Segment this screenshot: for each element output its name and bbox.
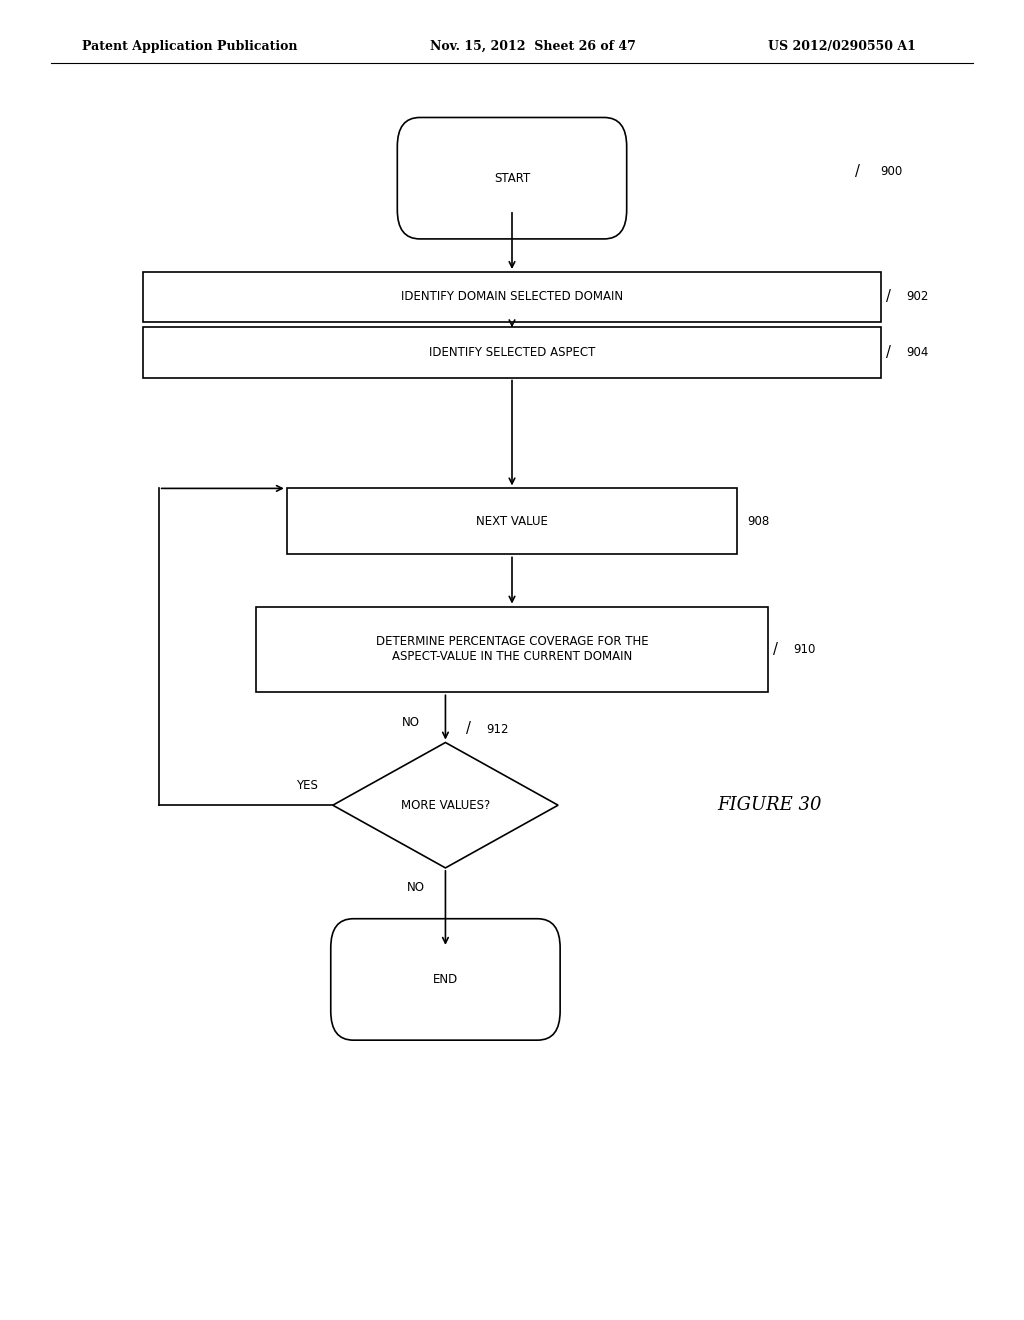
Text: DETERMINE PERCENTAGE COVERAGE FOR THE
ASPECT-VALUE IN THE CURRENT DOMAIN: DETERMINE PERCENTAGE COVERAGE FOR THE AS…: [376, 635, 648, 664]
Text: 908: 908: [748, 515, 770, 528]
FancyBboxPatch shape: [256, 607, 768, 692]
FancyBboxPatch shape: [143, 272, 881, 322]
Text: FIGURE 30: FIGURE 30: [717, 796, 821, 814]
Text: /: /: [466, 721, 471, 737]
Text: 912: 912: [486, 723, 509, 737]
Text: NO: NO: [407, 882, 425, 894]
Text: MORE VALUES?: MORE VALUES?: [400, 799, 490, 812]
Text: IDENTIFY DOMAIN SELECTED DOMAIN: IDENTIFY DOMAIN SELECTED DOMAIN: [401, 290, 623, 304]
Text: IDENTIFY SELECTED ASPECT: IDENTIFY SELECTED ASPECT: [429, 346, 595, 359]
FancyBboxPatch shape: [287, 488, 737, 554]
Text: US 2012/0290550 A1: US 2012/0290550 A1: [768, 40, 915, 53]
FancyBboxPatch shape: [397, 117, 627, 239]
Text: 900: 900: [881, 165, 903, 178]
Text: 902: 902: [906, 290, 929, 304]
Text: Nov. 15, 2012  Sheet 26 of 47: Nov. 15, 2012 Sheet 26 of 47: [430, 40, 636, 53]
Text: START: START: [494, 172, 530, 185]
Text: 904: 904: [906, 346, 929, 359]
Text: END: END: [433, 973, 458, 986]
Text: NEXT VALUE: NEXT VALUE: [476, 515, 548, 528]
Text: YES: YES: [296, 779, 317, 792]
FancyBboxPatch shape: [331, 919, 560, 1040]
Text: 910: 910: [794, 643, 816, 656]
Text: /: /: [773, 642, 778, 657]
Text: Patent Application Publication: Patent Application Publication: [82, 40, 297, 53]
Polygon shape: [333, 742, 558, 869]
Text: NO: NO: [401, 717, 420, 729]
FancyBboxPatch shape: [143, 327, 881, 378]
Text: /: /: [886, 345, 891, 360]
Text: /: /: [855, 164, 860, 180]
Text: /: /: [886, 289, 891, 305]
